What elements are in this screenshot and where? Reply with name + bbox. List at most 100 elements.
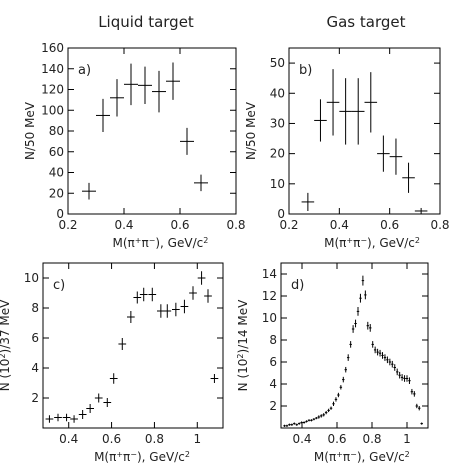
y-tick-label: 20	[270, 147, 285, 161]
data-point	[329, 406, 333, 410]
data-point	[334, 397, 338, 402]
data-point	[305, 420, 308, 423]
data-point	[378, 349, 382, 357]
data-point	[389, 138, 403, 175]
data-point	[285, 424, 289, 427]
panel-c: 0.4 0.6 0.8 1 2 4 6 8 10 c) M(π+π−), GeV/c2 N (102)…	[0, 262, 224, 464]
column-title-gas: Gas target	[326, 13, 405, 31]
x-tick-label: 0.8	[430, 218, 449, 232]
data-point	[163, 304, 172, 318]
y-tick-label: 20	[49, 186, 64, 200]
data-point	[377, 135, 390, 172]
x-axis-label: M(π+π−), GeV/c2	[314, 450, 410, 465]
panel-label: b)	[299, 63, 312, 78]
x-tick-label: 0.4	[292, 432, 311, 446]
data-point	[82, 182, 96, 200]
data-point	[70, 415, 78, 423]
data-point	[403, 375, 406, 382]
y-tick-label: 6	[31, 331, 39, 345]
data-point	[300, 421, 303, 424]
y-axis-label: N/50 MeV	[244, 101, 258, 160]
data-point	[204, 289, 212, 303]
data-point	[317, 415, 321, 419]
x-axis-label: M(π+π−), GeV/c2	[324, 236, 420, 251]
data-point	[327, 408, 330, 413]
data-point	[376, 348, 379, 356]
data-point	[110, 79, 124, 117]
data-point	[290, 423, 294, 426]
x-tick-label: 0.6	[170, 218, 189, 232]
data-point	[54, 413, 62, 422]
y-axis-label: N/50 MeV	[23, 101, 37, 160]
column-title-liquid: Liquid target	[98, 13, 194, 31]
y-tick-label: 80	[49, 124, 64, 138]
y-tick-label: 6	[269, 355, 277, 369]
data-point	[133, 291, 142, 304]
plot-frame	[42, 262, 224, 429]
data-point	[359, 293, 362, 303]
y-tick-label: 2	[31, 391, 39, 405]
y-tick-label: 10	[270, 177, 285, 191]
data-point	[405, 375, 409, 382]
data-point	[172, 302, 180, 317]
x-tick-label: 0.6	[327, 432, 346, 446]
y-tick-label: 100	[41, 103, 64, 117]
data-point	[369, 324, 372, 332]
x-tick-label: 1	[193, 432, 201, 446]
data-point	[302, 421, 306, 424]
data-point	[420, 422, 423, 425]
data-point	[361, 275, 365, 286]
data-point	[351, 78, 365, 145]
data-point	[398, 371, 401, 379]
data-point	[152, 70, 166, 113]
data-point	[414, 207, 428, 214]
data-point	[332, 401, 335, 406]
x-tick-label: 0.2	[279, 218, 298, 232]
data-point	[402, 162, 415, 193]
data-point	[415, 403, 419, 409]
y-tick-label: 2	[269, 399, 277, 413]
y-tick-label: 10	[24, 271, 39, 285]
plot-frame	[67, 47, 237, 215]
x-axis-label: M(π+π−), GeV/c2	[112, 236, 208, 251]
data-point	[295, 423, 298, 426]
y-tick-label: 12	[262, 289, 277, 303]
data-point	[139, 287, 148, 302]
data-point	[408, 377, 411, 384]
data-point	[371, 341, 374, 348]
y-tick-label: 50	[270, 56, 285, 70]
data-point	[351, 325, 355, 333]
data-point	[388, 358, 392, 366]
panel-a: 0.2 0.4 0.6 0.8 0 20 40 60 80 100 120 140 160 a) M(π+π…	[23, 41, 246, 250]
data-point	[62, 413, 71, 422]
data-point	[189, 286, 197, 300]
data-point	[288, 423, 291, 426]
x-tick-label: 0.8	[226, 218, 245, 232]
y-tick-label: 120	[41, 83, 64, 97]
data-point	[315, 417, 318, 420]
data-point	[103, 398, 112, 407]
data-point	[324, 410, 328, 415]
data-point	[180, 299, 189, 314]
data-point	[395, 368, 399, 376]
y-tick-label: 0	[56, 207, 64, 221]
data-point	[124, 63, 138, 106]
y-axis-label: N (102)/37 MeV	[0, 299, 12, 391]
y-tick-label: 30	[270, 116, 285, 130]
y-tick-label: 140	[41, 62, 64, 76]
data-point	[210, 374, 219, 383]
y-tick-label: 10	[262, 311, 277, 325]
y-tick-label: 60	[49, 145, 64, 159]
data-point	[339, 78, 352, 145]
data-point	[342, 376, 345, 383]
data-point	[349, 341, 352, 348]
data-point	[310, 419, 313, 422]
data-point	[326, 69, 340, 136]
y-tick-label: 14	[262, 267, 277, 281]
data-point	[356, 307, 360, 316]
plot-frame	[288, 47, 441, 215]
data-point	[96, 98, 110, 133]
data-point	[157, 304, 165, 318]
data-point	[373, 346, 377, 354]
